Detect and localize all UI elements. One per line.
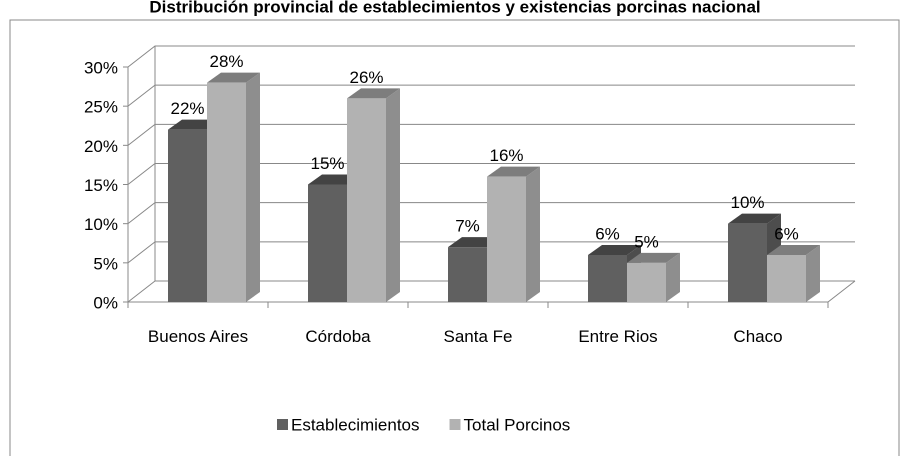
y-tick-label: 10%	[84, 215, 118, 234]
bar	[627, 252, 680, 302]
bar-face	[627, 252, 680, 263]
bar-face	[386, 88, 400, 302]
bar-face	[347, 88, 400, 99]
chart-border	[9, 19, 900, 456]
legend-label: Establecimientos	[291, 415, 420, 434]
bar-face	[588, 255, 627, 302]
bar	[207, 72, 260, 303]
bar-face	[347, 98, 386, 302]
bar-face	[308, 184, 347, 302]
data-label: 15%	[310, 154, 344, 173]
bar-face	[728, 223, 767, 302]
y-tick-label: 15%	[84, 176, 118, 195]
y-tick-label: 20%	[84, 137, 118, 156]
chart-title: Distribución provincial de establecimien…	[149, 0, 760, 16]
bar-face	[806, 245, 820, 302]
data-label: 6%	[774, 224, 799, 243]
bar-face	[588, 245, 641, 255]
bar-face	[246, 72, 260, 303]
x-tick-label: Chaco	[733, 327, 783, 346]
x-tick-label: Entre Rios	[578, 327, 658, 346]
y-tick-label: 30%	[84, 58, 118, 77]
y-tick-label: 0%	[93, 293, 118, 312]
bar	[347, 88, 400, 302]
bar	[767, 245, 820, 302]
grid-line	[127, 45, 855, 68]
data-label: 28%	[209, 52, 243, 71]
data-label: 22%	[170, 99, 204, 118]
grid-line	[127, 241, 855, 264]
x-tick-label: Buenos Aires	[147, 327, 249, 346]
bar-face	[168, 129, 207, 302]
bar-face	[487, 166, 540, 177]
data-label: 26%	[349, 68, 383, 87]
data-label: 5%	[634, 232, 659, 251]
y-tick-label: 5%	[93, 254, 118, 273]
data-label: 7%	[455, 217, 480, 236]
grid-line	[127, 123, 855, 146]
grid-line	[127, 202, 855, 225]
legend-label: Total Porcinos	[464, 415, 571, 434]
bar-face	[728, 213, 781, 224]
legend-swatch	[277, 419, 288, 430]
data-label: 16%	[489, 146, 523, 165]
y-tick-label: 25%	[84, 98, 118, 117]
bar-face	[207, 72, 260, 83]
x-tick-label: Córdoba	[305, 327, 371, 346]
x-tick-label: Santa Fe	[443, 327, 513, 346]
data-label: 6%	[595, 224, 620, 243]
bar-face	[526, 166, 540, 302]
bar	[487, 166, 540, 302]
bar-face	[207, 82, 246, 303]
grid-line	[127, 84, 855, 107]
data-label: 10%	[730, 193, 764, 212]
legend-swatch	[449, 419, 461, 430]
bar-face	[666, 252, 680, 302]
bar-face	[487, 176, 526, 302]
bar-face	[767, 245, 820, 255]
bar-face	[448, 247, 487, 302]
bar-face	[767, 255, 806, 302]
bar-face	[627, 262, 666, 302]
grid-line	[127, 163, 855, 185]
